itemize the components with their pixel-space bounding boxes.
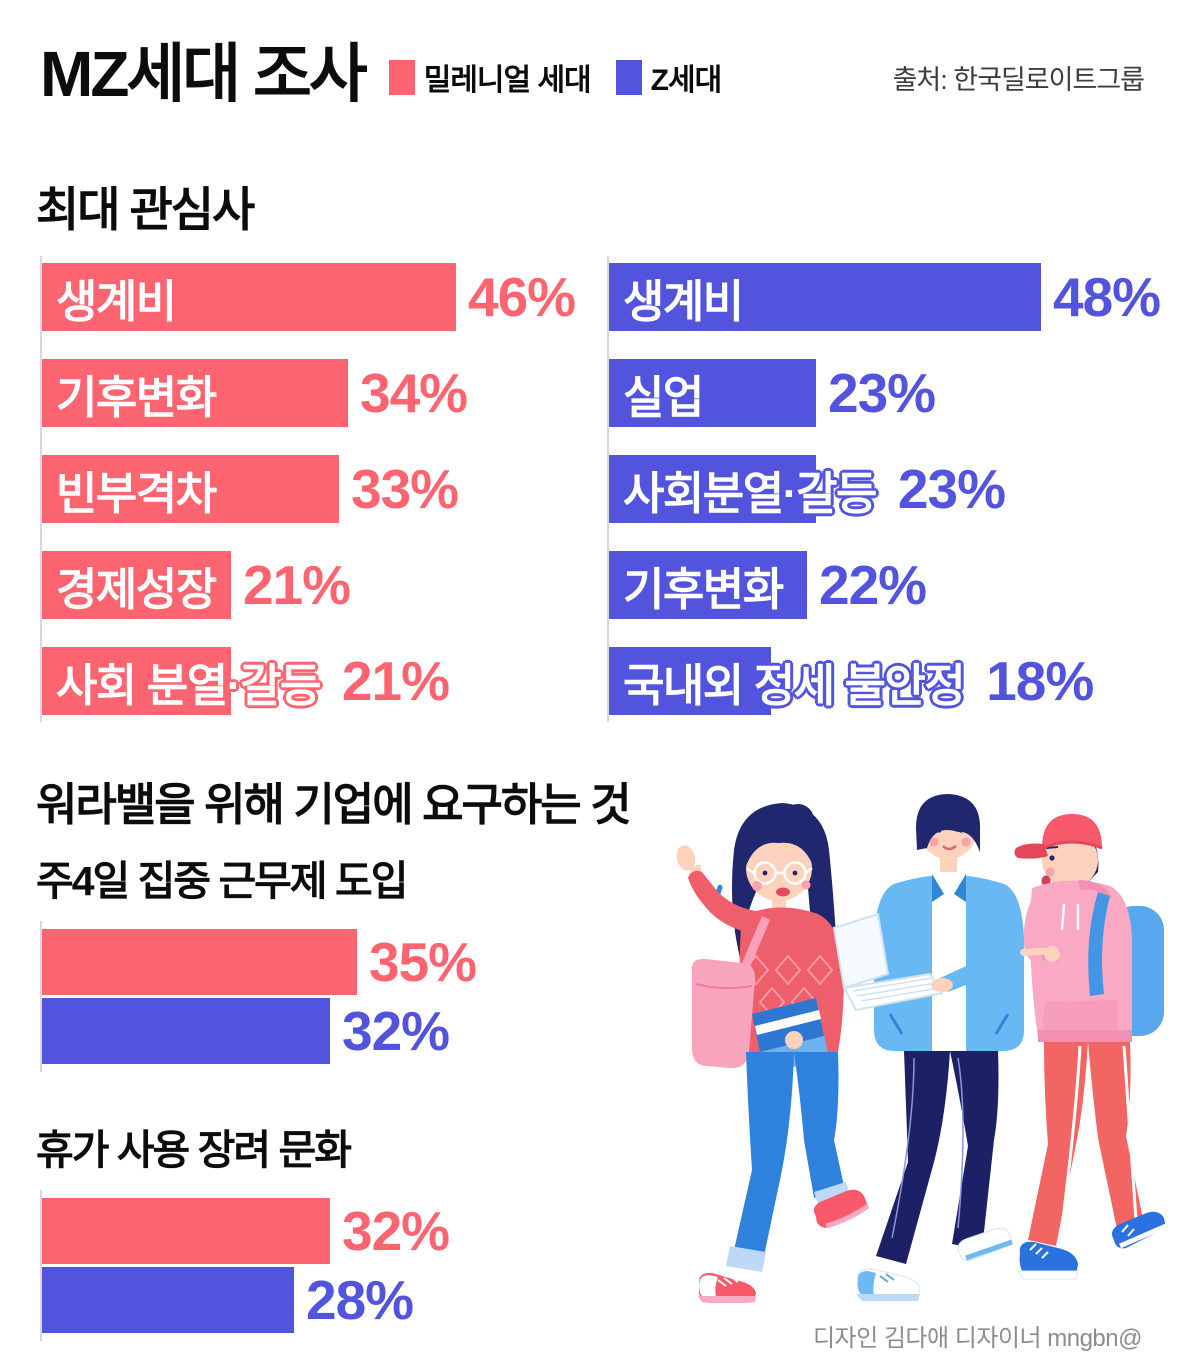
tote-bag	[691, 958, 756, 1069]
bar-row: 사회 분열·갈등 21%	[42, 647, 607, 716]
pair-bars-vacation: 32% 28%	[40, 1190, 602, 1342]
bar-value: 21%	[341, 650, 450, 713]
bar-label: 기후변화	[56, 371, 217, 423]
bar-fill	[609, 263, 1041, 332]
bar-value: 34%	[360, 362, 468, 425]
bar-row: 생계비 48%	[609, 263, 1200, 332]
bar-value: 18%	[986, 650, 1094, 713]
bar-track: 빈부격차	[42, 455, 339, 524]
bar-track: 생계비	[42, 263, 456, 332]
group-title-vacation: 휴가 사용 장려 문화	[36, 1127, 352, 1174]
bar-track: 국내외 정세 불안정	[609, 647, 974, 716]
bar-fill	[42, 998, 330, 1065]
bar-row: 35%	[42, 929, 602, 996]
bar-fill	[42, 929, 357, 996]
bar-value: 33%	[351, 458, 459, 521]
header: MZ세대 조사 밀레니얼 세대 Z세대 출처: 한국딜로이트그룹	[0, 0, 1200, 109]
bar-row: 실업 23%	[609, 359, 1200, 428]
bar-track: 생계비	[609, 263, 1041, 332]
legend-swatch-millennial	[388, 59, 415, 95]
bar-track: 경제성장	[42, 551, 231, 620]
bar-fill	[42, 263, 456, 332]
section-worklife: 워라밸을 위해 기업에 요구하는 것 주4일 집중 근무제 도입 35% 32% …	[0, 768, 1200, 1342]
legend-label-millennial: 밀레니얼 세대	[423, 64, 592, 98]
bar-fill	[609, 647, 771, 716]
students-illustration	[676, 794, 1167, 1303]
page-title: MZ세대 조사	[40, 38, 368, 110]
bar-fill	[609, 359, 816, 428]
bar-fill	[42, 455, 339, 524]
section-top-interests: 최대 관심사 생계비 46% 기후변화 34% 빈부격차 33% 경제성장 21% 사회 분열·…	[0, 171, 1200, 723]
bar-row: 생계비 46%	[42, 263, 607, 332]
laptop-icon	[832, 912, 890, 990]
bar-fill	[42, 1198, 330, 1265]
legend: 밀레니얼 세대 Z세대	[388, 55, 723, 99]
interest-columns: 생계비 46% 기후변화 34% 빈부격차 33% 경제성장 21% 사회 분열·갈등 21% 생…	[0, 256, 1200, 723]
bar-label: 경제성장	[56, 563, 217, 615]
bar-label: 사회 분열·갈등	[56, 659, 321, 711]
bar-row: 32%	[42, 1198, 602, 1265]
bar-track: 사회 분열·갈등	[42, 647, 330, 716]
genz-bar-column: 생계비 48% 실업 23% 사회분열·갈등 23% 기후변화 22% 국내외 정세 불안정 18…	[607, 256, 1200, 723]
bar-row: 기후변화 22%	[609, 551, 1200, 620]
section-title-interests: 최대 관심사	[36, 183, 255, 237]
group-title-4day-week: 주4일 집중 근무제 도입	[36, 858, 408, 905]
bar-track: 기후변화	[609, 551, 807, 620]
bar-value: 22%	[819, 554, 927, 617]
bar-row: 경제성장 21%	[42, 551, 607, 620]
bar-label: 사회분열·갈등	[623, 467, 877, 519]
bar-fill	[42, 359, 348, 428]
designer-credit: 디자인 김다애 디자이너 mngbn@	[812, 1325, 1143, 1352]
bar-track: 사회분열·갈등	[609, 455, 886, 524]
bar-track: 기후변화	[42, 359, 348, 428]
student-figure	[1014, 814, 1167, 1280]
cap-icon	[1042, 814, 1102, 848]
bar-label: 국내외 정세 불안정	[623, 659, 966, 711]
bar-fill	[609, 455, 816, 524]
bar-value: 23%	[828, 362, 936, 425]
bar-value: 46%	[468, 266, 576, 329]
bar-row: 32%	[42, 998, 602, 1065]
bar-row: 빈부격차 33%	[42, 455, 607, 524]
legend-swatch-genz	[615, 59, 642, 95]
bar-value: 28%	[306, 1269, 414, 1332]
pair-bars-4day-week: 35% 32%	[40, 921, 602, 1073]
woman-figure	[676, 803, 870, 1303]
bar-label: 생계비	[56, 275, 177, 327]
bar-row: 국내외 정세 불안정 18%	[609, 647, 1200, 716]
bar-label: 생계비	[623, 275, 744, 327]
bar-fill	[42, 1267, 294, 1334]
bar-label: 기후변화	[623, 563, 784, 615]
source-text: 출처: 한국딜로이트그룹	[892, 65, 1145, 96]
bar-track: 실업	[609, 359, 816, 428]
bar-value: 23%	[897, 458, 1006, 521]
bar-value: 48%	[1053, 266, 1161, 329]
bar-fill	[42, 647, 231, 716]
bar-value: 32%	[342, 1000, 450, 1063]
bar-label: 빈부격차	[56, 467, 217, 519]
bar-row: 28%	[42, 1267, 602, 1334]
legend-label-genz: Z세대	[650, 64, 723, 98]
hoodie	[1030, 880, 1132, 1038]
section-title-worklife: 워라밸을 위해 기업에 요구하는 것	[36, 779, 632, 831]
bar-row: 사회분열·갈등 23%	[609, 455, 1200, 524]
bar-fill	[42, 551, 231, 620]
bar-row: 기후변화 34%	[42, 359, 607, 428]
bar-value: 32%	[342, 1200, 450, 1263]
hightop-sneaker	[1019, 1241, 1078, 1276]
bar-value: 35%	[369, 931, 477, 994]
millennial-bar-column: 생계비 46% 기후변화 34% 빈부격차 33% 경제성장 21% 사회 분열·갈등 21%	[40, 256, 607, 723]
bar-label: 실업	[623, 371, 704, 423]
bar-fill	[609, 551, 807, 620]
man-figure	[832, 794, 1024, 1301]
bar-value: 21%	[243, 554, 351, 617]
